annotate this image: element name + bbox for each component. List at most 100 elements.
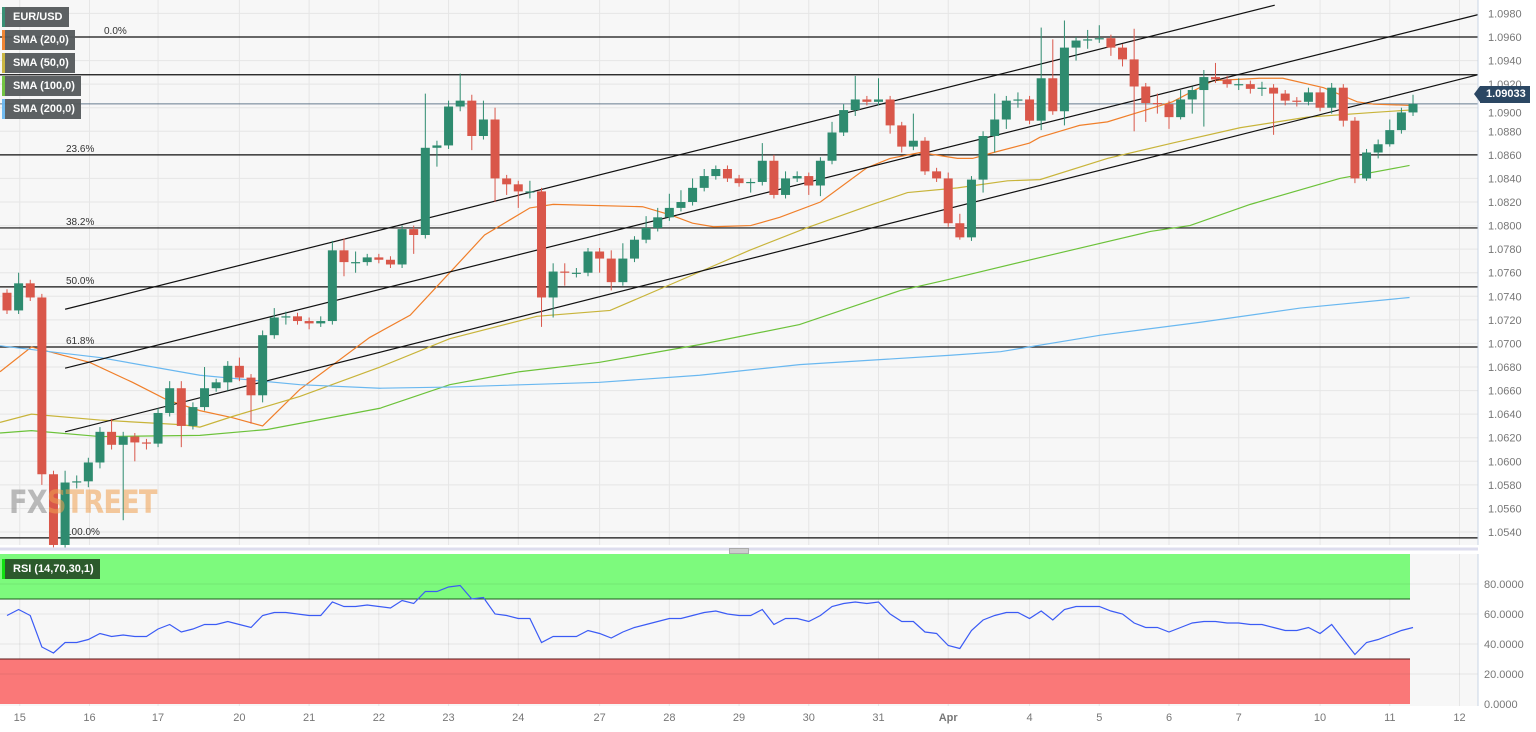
time-tick-label: 15 — [14, 712, 26, 724]
candle-body — [571, 272, 581, 274]
candle — [455, 73, 465, 112]
legend-sma50[interactable]: SMA (50,0) — [2, 53, 75, 73]
candle-body — [304, 321, 314, 324]
candle — [118, 431, 128, 521]
time-tick-label: 24 — [512, 712, 524, 724]
candle-body — [1257, 87, 1267, 89]
time-tick-label: 11 — [1384, 712, 1395, 724]
candle-body — [1292, 100, 1302, 102]
candle-body — [339, 250, 349, 263]
candle — [327, 240, 337, 325]
candle-body — [1396, 112, 1406, 131]
candle — [130, 433, 140, 462]
candle — [1083, 29, 1093, 49]
price-tick-label: 1.0700 — [1488, 338, 1522, 350]
candle — [688, 178, 698, 206]
candle-body — [699, 176, 709, 188]
candle-body — [943, 178, 953, 224]
candle — [664, 193, 674, 221]
candle — [165, 381, 175, 417]
candle-body — [188, 407, 198, 426]
sma-line — [0, 109, 1410, 428]
candle-body — [420, 147, 430, 236]
candle-body — [1048, 78, 1058, 112]
legend-sma20[interactable]: SMA (20,0) — [2, 30, 75, 50]
candle — [711, 165, 721, 180]
candle-body — [722, 169, 732, 179]
trend-line — [64, 4, 1275, 310]
legend-sma100[interactable]: SMA (100,0) — [2, 76, 81, 96]
candle-body — [827, 132, 837, 161]
candle-body — [48, 474, 58, 545]
panel-resize-handle[interactable] — [729, 548, 749, 554]
candle-body — [223, 365, 233, 383]
candle-body — [513, 184, 523, 192]
time-tick-label: 17 — [152, 712, 164, 724]
candle-body — [955, 223, 965, 238]
rsi-panel — [0, 554, 1478, 704]
candle — [1327, 82, 1337, 114]
candle-body — [153, 412, 163, 444]
candle — [908, 113, 918, 151]
time-tick-label: 4 — [1026, 712, 1032, 724]
candle-body — [711, 169, 721, 177]
candle-body — [990, 119, 1000, 137]
price-tick-label: 1.0800 — [1488, 221, 1522, 233]
candle — [1362, 148, 1372, 181]
candle — [815, 157, 825, 197]
candle — [48, 470, 58, 548]
candle — [1001, 95, 1011, 129]
candle-body — [490, 119, 500, 179]
candle-body — [502, 178, 512, 185]
time-tick-label: 5 — [1096, 712, 1102, 724]
candle — [467, 94, 477, 151]
candle — [281, 311, 291, 325]
candle-body — [1350, 120, 1360, 179]
time-tick-label: 20 — [233, 712, 245, 724]
candle-body — [1280, 93, 1290, 101]
candle — [223, 361, 233, 391]
candle — [757, 143, 767, 186]
candle-body — [455, 100, 465, 107]
oversold-zone — [0, 659, 1410, 704]
candle-body — [37, 297, 47, 475]
candle — [72, 475, 82, 489]
legend-rsi[interactable]: RSI (14,70,30,1) — [2, 559, 100, 579]
candle — [1269, 84, 1279, 135]
candle-body — [269, 317, 279, 336]
candle — [1338, 84, 1348, 127]
candle — [629, 236, 639, 263]
time-tick-label: 27 — [593, 712, 605, 724]
candle-body — [885, 99, 895, 126]
candle — [827, 121, 837, 165]
candle-body — [1164, 104, 1174, 118]
candle — [850, 75, 860, 116]
price-tick-label: 1.0900 — [1488, 108, 1522, 120]
candle — [293, 312, 302, 325]
candle — [525, 180, 535, 199]
candle-body — [83, 462, 93, 482]
candle — [1187, 86, 1197, 114]
candle — [1059, 20, 1069, 126]
time-tick-label: 30 — [803, 712, 815, 724]
time-tick-label: 22 — [373, 712, 385, 724]
legend-eurusd[interactable]: EUR/USD — [2, 7, 69, 27]
candle-body — [1303, 92, 1313, 102]
price-tick-label: 1.0940 — [1488, 56, 1522, 68]
legend-sma200[interactable]: SMA (200,0) — [2, 99, 81, 119]
candle-body — [107, 431, 117, 445]
fib-level-label: 100.0% — [66, 527, 100, 538]
candle-body — [537, 191, 547, 298]
candle-body — [2, 292, 12, 311]
candle-body — [374, 257, 384, 260]
candle — [932, 167, 942, 182]
candle — [1106, 34, 1116, 56]
fibonacci-levels: 0.0% 23.6% 38.2% 50.0% 61.8% 100.0% — [0, 26, 1478, 539]
candle-body — [757, 160, 767, 182]
candle-body — [1210, 77, 1220, 80]
candle — [1373, 139, 1383, 159]
candle-body — [362, 257, 372, 263]
last-price-tag: 1.09033 — [1474, 86, 1530, 103]
candle — [1036, 27, 1046, 131]
